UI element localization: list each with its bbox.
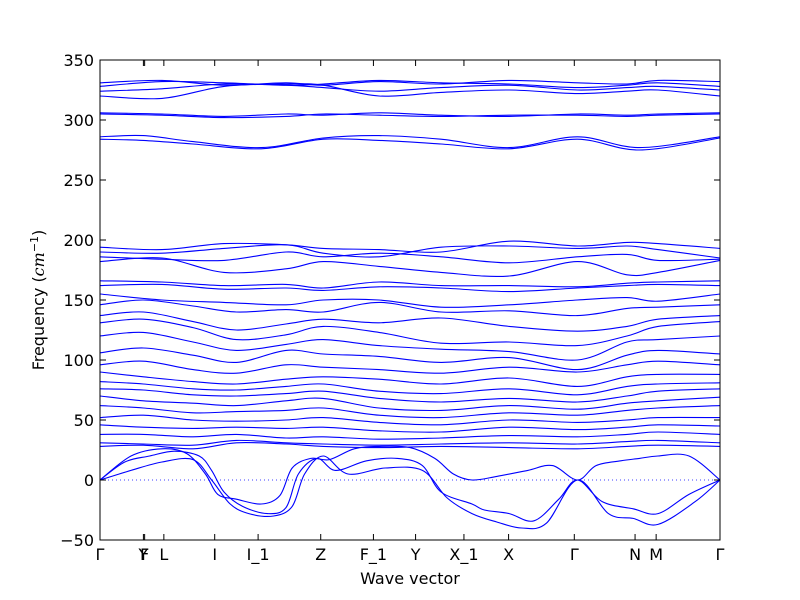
phonon-band-19 xyxy=(99,331,721,361)
y-tick-label: 300 xyxy=(63,111,94,130)
phonon-band-31 xyxy=(99,442,721,450)
x-tick-label: Γ xyxy=(96,545,105,564)
y-tick-labels: −50 0 50 100 150 200 250 300 350 xyxy=(60,51,94,550)
phonon-band-13 xyxy=(99,280,721,289)
y-tick-label: 200 xyxy=(63,231,94,250)
y-tick-label: 350 xyxy=(63,51,94,70)
x-tick-label: Z xyxy=(315,545,326,564)
phonon-band-25 xyxy=(99,395,721,412)
x-axis-title: Wave vector xyxy=(360,569,460,588)
x-tick-label: Y xyxy=(138,545,149,564)
phonon-band-32 xyxy=(99,445,721,505)
phonon-band-22 xyxy=(99,371,721,387)
y-tick-label: 0 xyxy=(84,471,94,490)
axes-background xyxy=(100,60,720,540)
x-tick-label: F xyxy=(140,545,149,564)
phonon-band-4 xyxy=(99,83,721,100)
phonon-band-2 xyxy=(99,79,721,89)
phonon-band-3 xyxy=(99,83,721,92)
phonon-band-12 xyxy=(99,257,721,278)
y-axis-unit: cm xyxy=(29,252,48,276)
x-tick-label: Y xyxy=(410,545,421,564)
x-tick-label: I_1 xyxy=(247,545,270,565)
x-tick-label: F_1 xyxy=(360,545,387,565)
y-axis-title: Frequency (cm−1) xyxy=(28,230,49,371)
y-tick-label: −50 xyxy=(60,531,94,550)
phonon-band-17 xyxy=(99,311,721,332)
phonon-band-24 xyxy=(99,388,721,403)
x-tick-label: I xyxy=(212,545,217,564)
phonon-band-10 xyxy=(99,244,721,259)
phonon-band-18 xyxy=(99,318,721,347)
phonon-band-14 xyxy=(99,283,721,293)
axes-frame xyxy=(99,59,721,541)
phonon-band-33 xyxy=(99,450,721,522)
phonon-band-21 xyxy=(99,360,721,374)
phonon-band-5 xyxy=(99,112,721,117)
phonon-band-15 xyxy=(99,293,721,308)
y-tick-label: 250 xyxy=(63,171,94,190)
series-group xyxy=(99,79,721,530)
x-tick-label: Γ xyxy=(570,545,579,564)
phonon-band-6 xyxy=(99,113,721,119)
x-tick-label: X xyxy=(503,545,514,564)
x-tick-label: Γ xyxy=(716,545,725,564)
phonon-band-29 xyxy=(99,431,721,440)
phonon-band-20 xyxy=(99,347,721,371)
phonon-band-30 xyxy=(99,439,721,446)
phonon-band-8 xyxy=(99,137,721,151)
y-tick-label: 100 xyxy=(63,351,94,370)
phonon-band-1 xyxy=(99,79,721,86)
phonon-band-28 xyxy=(99,424,721,433)
phonon-band-16 xyxy=(99,299,721,317)
y-tick-label: 150 xyxy=(63,291,94,310)
phonon-band-34 xyxy=(99,455,721,530)
x-tick-label: M xyxy=(649,545,663,564)
y-axis-unit-exponent: −1 xyxy=(28,236,41,252)
y-tick-label: 50 xyxy=(74,411,94,430)
phonon-band-27 xyxy=(99,414,721,426)
x-tick-labels: Γ YF L I I_1 Z F_1 Y X_1 X Γ N M Γ xyxy=(96,545,725,565)
y-axis-title-text: Frequency xyxy=(29,288,48,371)
phonon-band-7 xyxy=(99,134,721,149)
plot-area xyxy=(99,59,721,541)
phonon-band-26 xyxy=(99,405,721,419)
x-tick-label: N xyxy=(629,545,641,564)
x-tick-label: X_1 xyxy=(449,545,478,565)
x-tick-label: L xyxy=(159,545,168,564)
phonon-band-11 xyxy=(99,251,721,264)
phonon-band-23 xyxy=(99,381,721,396)
phonon-band-9 xyxy=(99,240,721,253)
